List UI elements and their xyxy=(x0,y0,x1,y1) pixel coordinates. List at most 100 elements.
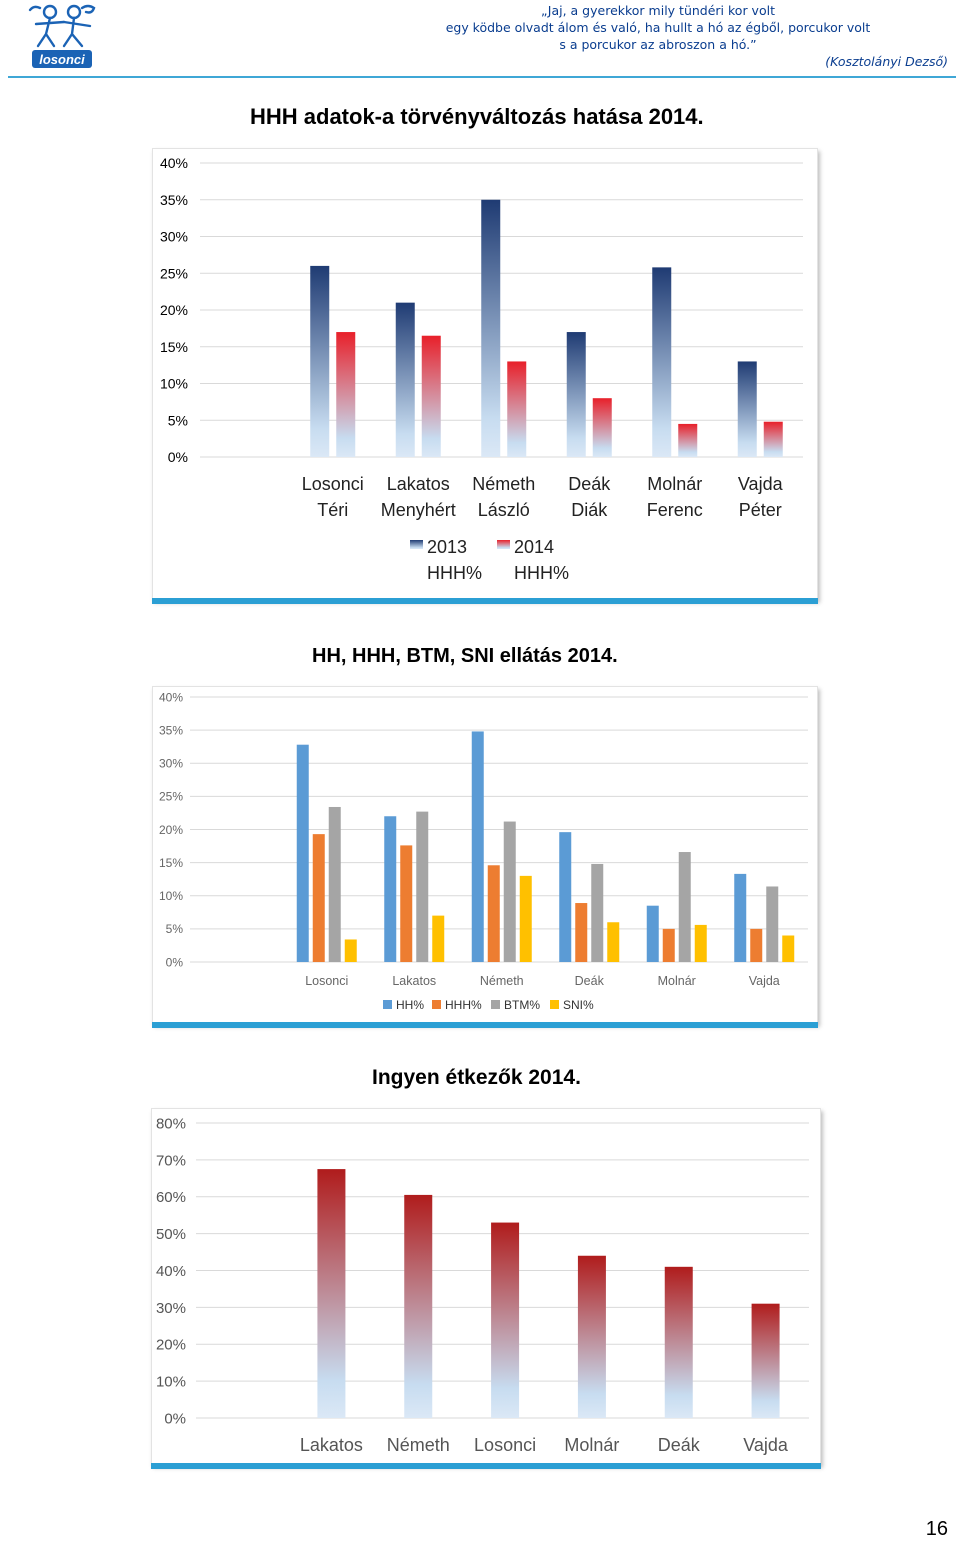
x-category-label: Vajda xyxy=(743,1435,789,1455)
bar xyxy=(432,915,445,962)
legend-swatch xyxy=(410,540,423,549)
legend-label: SNI% xyxy=(563,998,594,1012)
bar xyxy=(400,845,413,962)
bar xyxy=(734,873,747,962)
y-tick-label: 40% xyxy=(159,690,183,704)
bar xyxy=(782,935,795,962)
y-tick-label: 70% xyxy=(156,1152,186,1169)
bar xyxy=(694,924,707,962)
bar xyxy=(487,865,500,962)
y-tick-label: 20% xyxy=(160,302,188,318)
bar xyxy=(577,1255,606,1418)
y-tick-label: 10% xyxy=(160,376,188,392)
x-category-label: Deák xyxy=(658,1435,701,1455)
y-tick-label: 40% xyxy=(156,1263,186,1280)
bar xyxy=(678,423,698,457)
x-category-label: Lakatos xyxy=(387,474,450,494)
y-tick-label: 20% xyxy=(156,1337,186,1354)
y-tick-label: 10% xyxy=(156,1374,186,1391)
bar xyxy=(750,928,763,962)
bar xyxy=(344,939,357,962)
bar xyxy=(416,811,429,962)
legend-swatch xyxy=(550,1000,559,1009)
bar xyxy=(652,267,672,457)
chart-title-etkezok: Ingyen étkezők 2014. xyxy=(372,1066,581,1089)
x-category-label: Molnár xyxy=(564,1435,619,1455)
bar xyxy=(737,361,757,457)
legend-label: HH% xyxy=(396,998,424,1012)
x-category-label: Vajda xyxy=(738,474,784,494)
legend-label: HHH% xyxy=(445,998,482,1012)
chart-panel-etkezok xyxy=(151,1108,821,1465)
y-tick-label: 30% xyxy=(160,229,188,245)
x-category-label: Molnár xyxy=(658,974,696,988)
x-category-label: Molnár xyxy=(647,474,702,494)
bar xyxy=(646,905,659,962)
bar xyxy=(592,398,612,457)
bar xyxy=(607,922,620,962)
x-category-label: Lakatos xyxy=(300,1435,363,1455)
y-tick-label: 35% xyxy=(159,723,183,737)
bar xyxy=(662,928,675,962)
bar xyxy=(664,1266,693,1418)
header-divider xyxy=(8,76,956,78)
bar xyxy=(312,834,325,962)
legend-swatch xyxy=(491,1000,500,1009)
legend-label: 2014 xyxy=(514,537,554,557)
y-tick-label: 10% xyxy=(159,889,183,903)
y-tick-label: 15% xyxy=(159,856,183,870)
bar xyxy=(336,332,356,457)
chart-panel-bottom-bar xyxy=(152,598,818,604)
bar xyxy=(507,361,527,457)
y-tick-label: 30% xyxy=(156,1300,186,1317)
legend-label: HHH% xyxy=(514,563,569,583)
bar xyxy=(751,1303,780,1418)
x-category-label: Ferenc xyxy=(647,500,703,520)
chart-panel-bottom-bar xyxy=(152,1022,818,1028)
y-tick-label: 40% xyxy=(160,155,188,171)
x-category-label: Deák xyxy=(575,974,605,988)
bar xyxy=(384,816,397,962)
bar xyxy=(566,332,586,457)
y-tick-label: 0% xyxy=(166,955,184,969)
bar xyxy=(678,852,691,962)
x-category-label: Téri xyxy=(317,500,348,520)
bar xyxy=(519,875,532,962)
bar xyxy=(763,421,783,457)
quote-author: (Kosztolányi Dezső) xyxy=(825,54,948,69)
chart-panel-bottom-bar xyxy=(151,1463,821,1469)
y-tick-label: 15% xyxy=(160,339,188,355)
bar xyxy=(310,265,330,457)
x-category-label: Németh xyxy=(387,1435,450,1455)
bar xyxy=(575,903,588,962)
x-category-label: Vajda xyxy=(749,974,780,988)
legend-label: BTM% xyxy=(504,998,540,1012)
chart-panel-ellatas xyxy=(152,686,818,1024)
chart-title-ellatas: HH, HHH, BTM, SNI ellátás 2014. xyxy=(312,645,618,667)
chart-ingyen-etkezok: 0% 10% 20% 30% 40% 50% 60% 70% 80% Lakatos Németh L… xyxy=(156,1115,809,1455)
logo-text: losonci xyxy=(39,52,85,67)
chart-hhh-2013-2014: 0% 5% 10% 15% 20% 25% 30% 35% 40% Losonci Téri Laka… xyxy=(160,155,803,583)
bar xyxy=(471,731,484,962)
x-category-label: Németh xyxy=(472,474,535,494)
bar xyxy=(559,832,572,962)
y-tick-label: 25% xyxy=(160,265,188,281)
chart-title-hhh: HHH adatok-a törvényváltozás hatása 2014… xyxy=(250,104,704,129)
x-category-label: Deák xyxy=(568,474,611,494)
legend-label: HHH% xyxy=(427,563,482,583)
bar xyxy=(591,863,604,962)
bar xyxy=(766,886,779,962)
bar xyxy=(296,744,309,962)
quote-line: egy ködbe olvadt álom és való, ha hullt … xyxy=(445,20,871,35)
bar xyxy=(404,1194,433,1418)
y-tick-label: 5% xyxy=(166,922,184,936)
x-category-label: Losonci xyxy=(302,474,364,494)
x-category-label: Diák xyxy=(571,500,608,520)
x-category-label: Menyhért xyxy=(381,500,456,520)
y-tick-label: 30% xyxy=(159,757,183,771)
y-tick-label: 50% xyxy=(156,1226,186,1243)
chart-hh-hhh-btm-sni: 0% 5% 10% 15% 20% 25% 30% 35% 40% Losonci Lakatos N… xyxy=(159,690,808,1012)
y-tick-label: 25% xyxy=(159,790,183,804)
page-number: 16 xyxy=(925,1518,948,1540)
y-tick-label: 0% xyxy=(164,1410,186,1427)
